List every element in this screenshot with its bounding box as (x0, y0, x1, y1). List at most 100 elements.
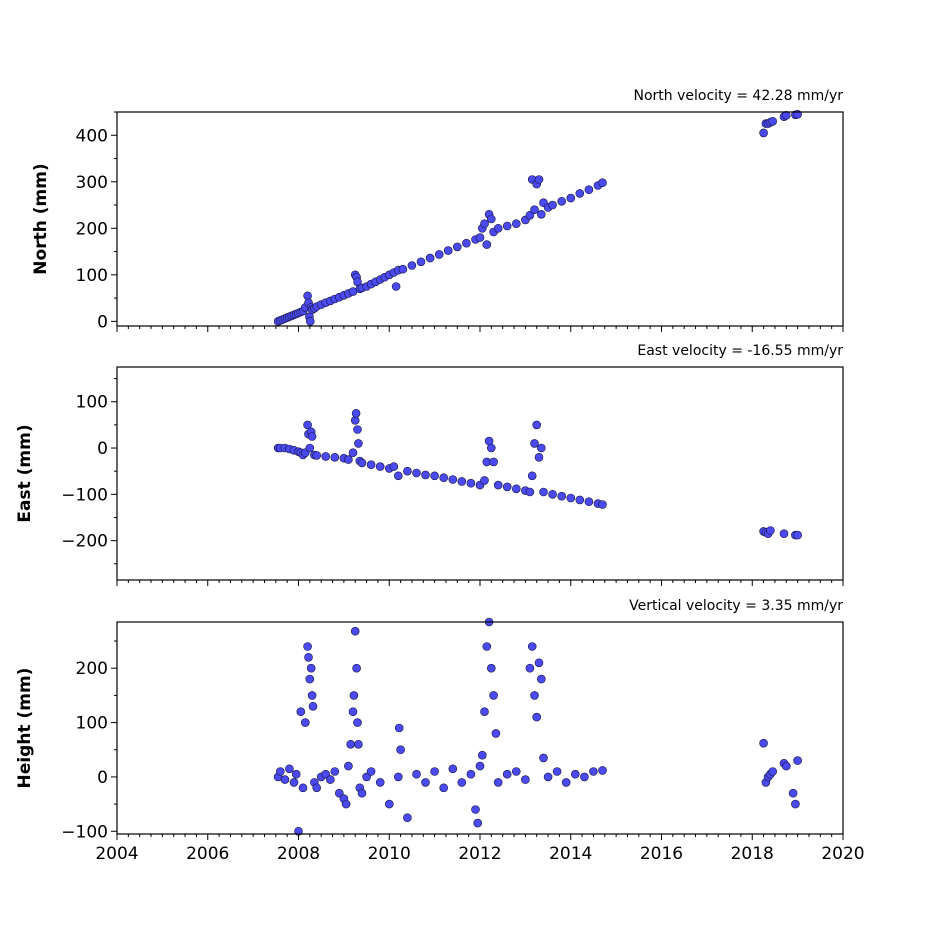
height-point (471, 805, 480, 814)
north-point (759, 128, 768, 138)
east-point (354, 439, 363, 448)
height-point (759, 738, 768, 748)
east-point (430, 471, 439, 481)
east-point (348, 448, 358, 458)
height-point (403, 813, 412, 823)
height-point (312, 783, 322, 793)
height-point (280, 775, 290, 784)
north-point (575, 189, 585, 198)
height-x-tick-label: 2018 (731, 844, 774, 864)
height-point (781, 761, 791, 771)
height-point (375, 778, 385, 787)
height-point (475, 761, 485, 771)
height-y-axis-label: Height (mm) (15, 668, 35, 789)
height-x-tick-label: 2008 (277, 844, 320, 864)
height-panel: Vertical velocity = 3.35 mm/yr Height (m… (15, 598, 865, 864)
height-point (480, 707, 489, 717)
height-point (466, 769, 476, 779)
height-point (394, 723, 404, 733)
east-point (389, 462, 399, 471)
east-point (307, 432, 317, 441)
height-point (457, 778, 467, 787)
height-point (308, 701, 318, 711)
height-point (511, 767, 521, 776)
height-point (482, 642, 492, 651)
height-point (307, 691, 317, 700)
east-point (489, 457, 498, 467)
height-point (291, 769, 301, 779)
height-point (589, 767, 598, 776)
north-point (434, 250, 444, 259)
height-point (493, 778, 503, 787)
height-point (491, 729, 501, 738)
height-point (570, 769, 580, 779)
height-point (393, 772, 403, 782)
height-points (273, 617, 802, 836)
east-point (566, 493, 576, 503)
height-point (477, 750, 487, 760)
height-point (421, 778, 430, 787)
east-panel-title: East velocity = -16.55 mm/yr (637, 343, 843, 359)
height-point (793, 756, 802, 765)
east-point (598, 500, 607, 509)
east-point (305, 443, 315, 453)
east-point (536, 443, 546, 453)
east-y-tick-label: 100 (76, 393, 108, 413)
north-point (305, 316, 315, 326)
north-y-tick-label: 200 (76, 219, 108, 239)
north-point (530, 205, 539, 214)
height-point (527, 642, 537, 651)
east-point (353, 425, 362, 434)
height-point (296, 707, 306, 717)
north-panel-title: North velocity = 42.28 mm/yr (633, 88, 843, 104)
north-point (416, 257, 426, 267)
east-point (393, 471, 403, 481)
east-point (357, 458, 367, 468)
height-point (346, 739, 356, 749)
height-point (289, 778, 299, 787)
height-plot-frame (116, 621, 844, 835)
height-point (473, 818, 483, 828)
north-point (536, 210, 546, 219)
height-y-tick-label: −100 (61, 822, 108, 842)
north-point (425, 253, 435, 263)
height-point (561, 778, 571, 787)
north-point (443, 246, 453, 255)
height-panel-title: Vertical velocity = 3.35 mm/yr (629, 598, 843, 614)
east-point (330, 452, 340, 462)
east-point (575, 495, 585, 505)
north-y-axis-label: North (mm) (31, 163, 51, 274)
height-point (300, 718, 310, 727)
height-point (598, 766, 607, 775)
east-point (486, 443, 496, 453)
east-point (493, 480, 503, 490)
east-point (466, 478, 476, 488)
height-point (357, 788, 367, 798)
height-point (532, 712, 542, 722)
north-point (534, 175, 544, 184)
height-point (285, 764, 294, 774)
height-point (788, 788, 798, 798)
height-point (366, 767, 376, 776)
north-y-tick-label: 400 (76, 126, 108, 146)
north-point (482, 240, 492, 249)
north-point (407, 261, 417, 270)
east-point (375, 462, 385, 471)
north-point (511, 219, 521, 228)
east-point (527, 471, 537, 481)
east-points (273, 408, 802, 540)
height-point (448, 764, 458, 774)
east-point (530, 439, 539, 448)
east-point (412, 468, 421, 478)
east-axes: −200 −100 0 100 (61, 378, 844, 586)
height-point (275, 767, 285, 776)
north-point (480, 219, 489, 228)
east-point (779, 529, 789, 539)
height-axes: 2004 2006 2008 2010 2012 2014 2016 2018 2020 −100… (61, 640, 865, 864)
height-point (305, 674, 315, 684)
east-point (351, 408, 361, 418)
height-point (354, 739, 363, 749)
height-point (304, 652, 313, 662)
height-point (539, 753, 548, 763)
east-y-axis-label: East (mm) (15, 424, 35, 522)
